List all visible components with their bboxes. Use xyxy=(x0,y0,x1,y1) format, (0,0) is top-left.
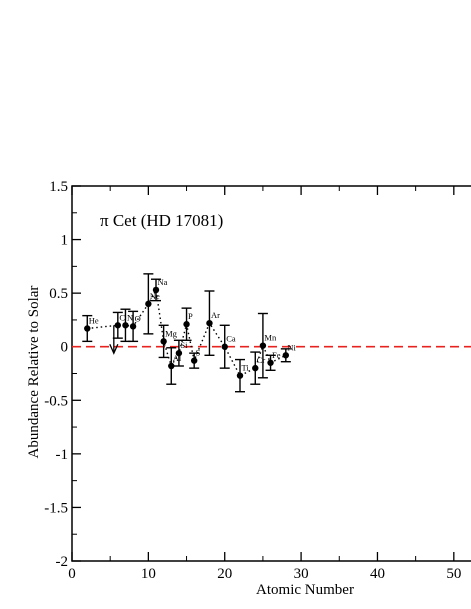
data-point xyxy=(267,359,274,366)
x-tick-label: 10 xyxy=(141,566,156,582)
x-tick-label: 50 xyxy=(446,566,461,582)
y-tick-label: -2 xyxy=(56,554,69,570)
element-label: Na xyxy=(158,277,168,287)
data-point xyxy=(160,338,167,345)
element-label: Cr xyxy=(257,355,266,365)
plot-frame xyxy=(71,185,471,562)
y-tick-label: 0 xyxy=(61,340,69,356)
data-point xyxy=(175,349,183,357)
element-label: O xyxy=(135,313,141,323)
element-label: P xyxy=(188,311,193,321)
y-tick-label: -1.5 xyxy=(44,500,68,516)
y-axis: -2 -1.5 -1 -0.5 0 0.5 1 1.5 xyxy=(44,179,81,570)
data-point xyxy=(129,323,137,330)
element-label: He xyxy=(89,316,99,326)
data-point xyxy=(259,342,267,349)
element-label: Mn xyxy=(264,333,277,343)
data-point xyxy=(236,372,244,379)
x-tick-label: 40 xyxy=(370,566,385,582)
element-label: C xyxy=(119,312,125,322)
y-tick-label: 1.5 xyxy=(49,179,68,195)
x-tick-label: 20 xyxy=(217,566,232,582)
plot-area-border xyxy=(71,185,471,562)
data-point xyxy=(152,286,160,294)
data-point xyxy=(122,322,129,329)
element-label: N xyxy=(127,312,133,322)
x-axis: 0 10 20 30 40 50 xyxy=(68,186,461,582)
y-tick-label: -1 xyxy=(56,447,69,463)
data-point xyxy=(282,352,290,359)
element-label: Fe xyxy=(272,350,281,360)
element-label: S xyxy=(196,348,201,358)
data-point xyxy=(114,322,122,329)
element-label: Al xyxy=(173,353,182,363)
element-label: Mg xyxy=(165,328,178,338)
data-point xyxy=(168,362,175,370)
element-label: Ar xyxy=(211,310,220,320)
y-tick-label: 1 xyxy=(61,233,69,249)
data-point xyxy=(221,343,228,350)
element-label: Ca xyxy=(226,334,236,344)
element-label: Ti xyxy=(242,363,250,373)
upper-limit-arrow-head xyxy=(109,344,119,355)
element-label: Ni xyxy=(287,342,296,352)
x-tick-label: 0 xyxy=(68,566,76,582)
data-point xyxy=(190,357,198,364)
x-axis-label: Atomic Number xyxy=(256,582,354,598)
data-point xyxy=(252,364,259,372)
chart-annotation: π Cet (HD 17081) xyxy=(100,211,223,230)
data-point xyxy=(145,300,152,308)
y-axis-label: Abundance Relative to Solar xyxy=(26,286,42,459)
element-label: Si xyxy=(180,340,188,350)
element-label: Ne xyxy=(150,291,160,301)
abundance-series: He C N O Ne Na Mg Al Si P S Ar Ca Ti Cr Mn Fe Ni xyxy=(82,273,296,393)
x-tick-label: 30 xyxy=(294,566,309,582)
data-point xyxy=(206,319,213,327)
data-point xyxy=(183,321,190,328)
y-tick-label: 0.5 xyxy=(49,286,68,302)
y-tick-label: -0.5 xyxy=(44,393,68,409)
data-point xyxy=(84,325,91,332)
